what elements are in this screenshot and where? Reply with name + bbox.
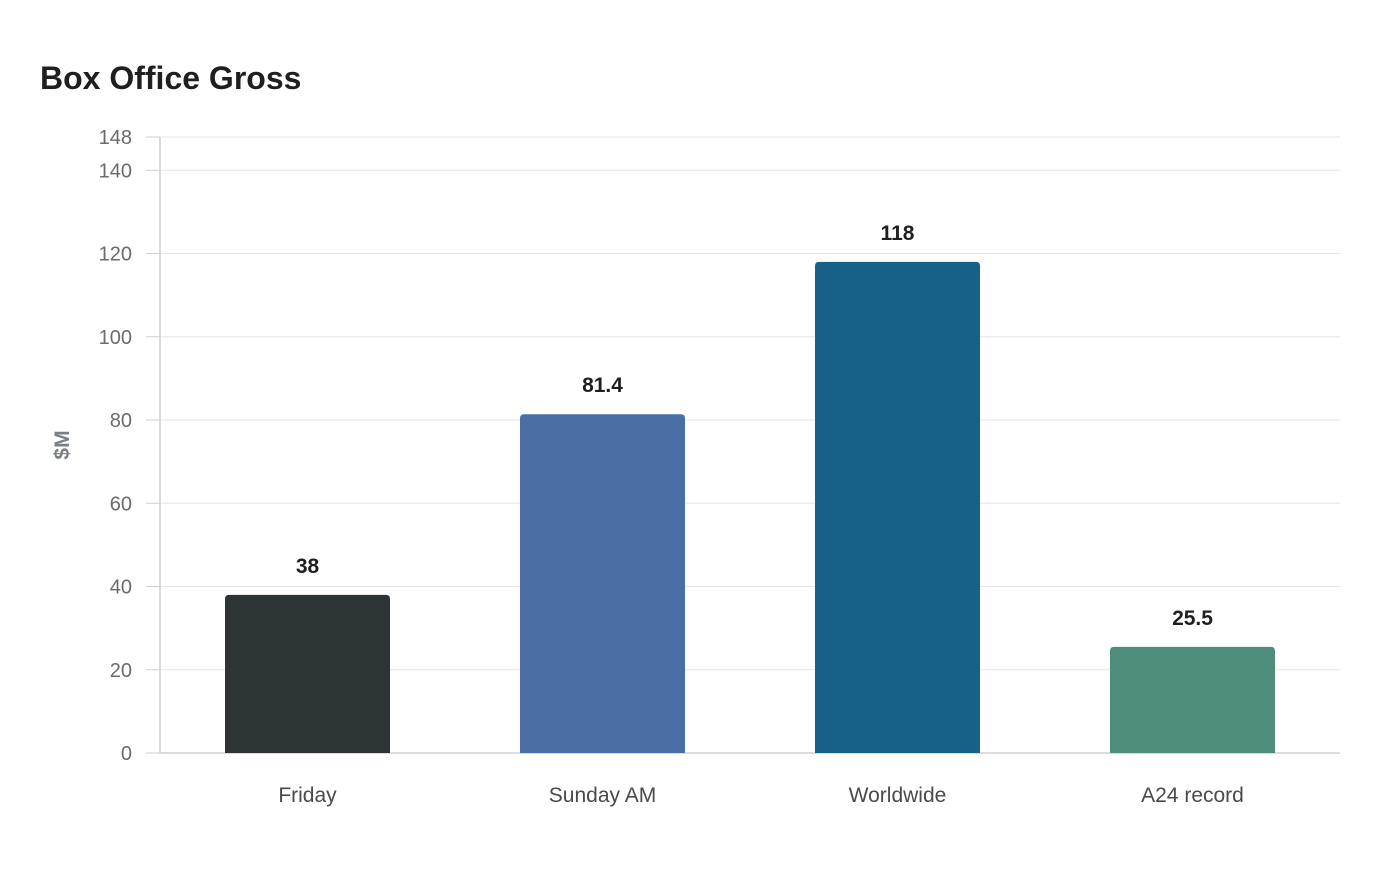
chart-title: Box Office Gross	[40, 60, 302, 96]
x-tick-label: Sunday AM	[549, 784, 656, 807]
y-axis-title: $M	[51, 430, 74, 459]
data-label: 38	[296, 555, 320, 578]
data-label: 118	[881, 222, 915, 245]
bars	[225, 261, 1275, 753]
bar-a24-record	[1110, 646, 1275, 753]
y-tick-label: 100	[99, 327, 132, 349]
x-tick-labels: Friday Sunday AM Worldwide A24 record	[278, 784, 1244, 807]
x-tick-label: A24 record	[1141, 784, 1244, 807]
bar-friday	[225, 594, 390, 753]
bar-sunday-am	[520, 414, 685, 753]
x-tick-label: Friday	[278, 784, 337, 807]
gridlines	[146, 136, 1340, 754]
y-tick-label: 120	[99, 244, 132, 266]
y-tick-label: 40	[110, 577, 132, 599]
y-tick-label: 148	[99, 127, 132, 149]
y-tick-label: 20	[110, 660, 132, 682]
y-tick-label: 0	[121, 743, 132, 765]
x-tick-label: Worldwide	[849, 784, 947, 807]
y-tick-label: 60	[110, 493, 132, 515]
data-label: 81.4	[582, 374, 623, 397]
y-tick-label: 80	[110, 410, 132, 432]
y-tick-labels: 0 20 40 60 80 100 120 140 148	[99, 127, 132, 765]
bar-worldwide	[815, 261, 980, 753]
y-tick-label: 140	[99, 160, 132, 182]
data-label: 25.5	[1172, 607, 1213, 630]
data-labels: 38 81.4 118 25.5	[296, 222, 1213, 630]
